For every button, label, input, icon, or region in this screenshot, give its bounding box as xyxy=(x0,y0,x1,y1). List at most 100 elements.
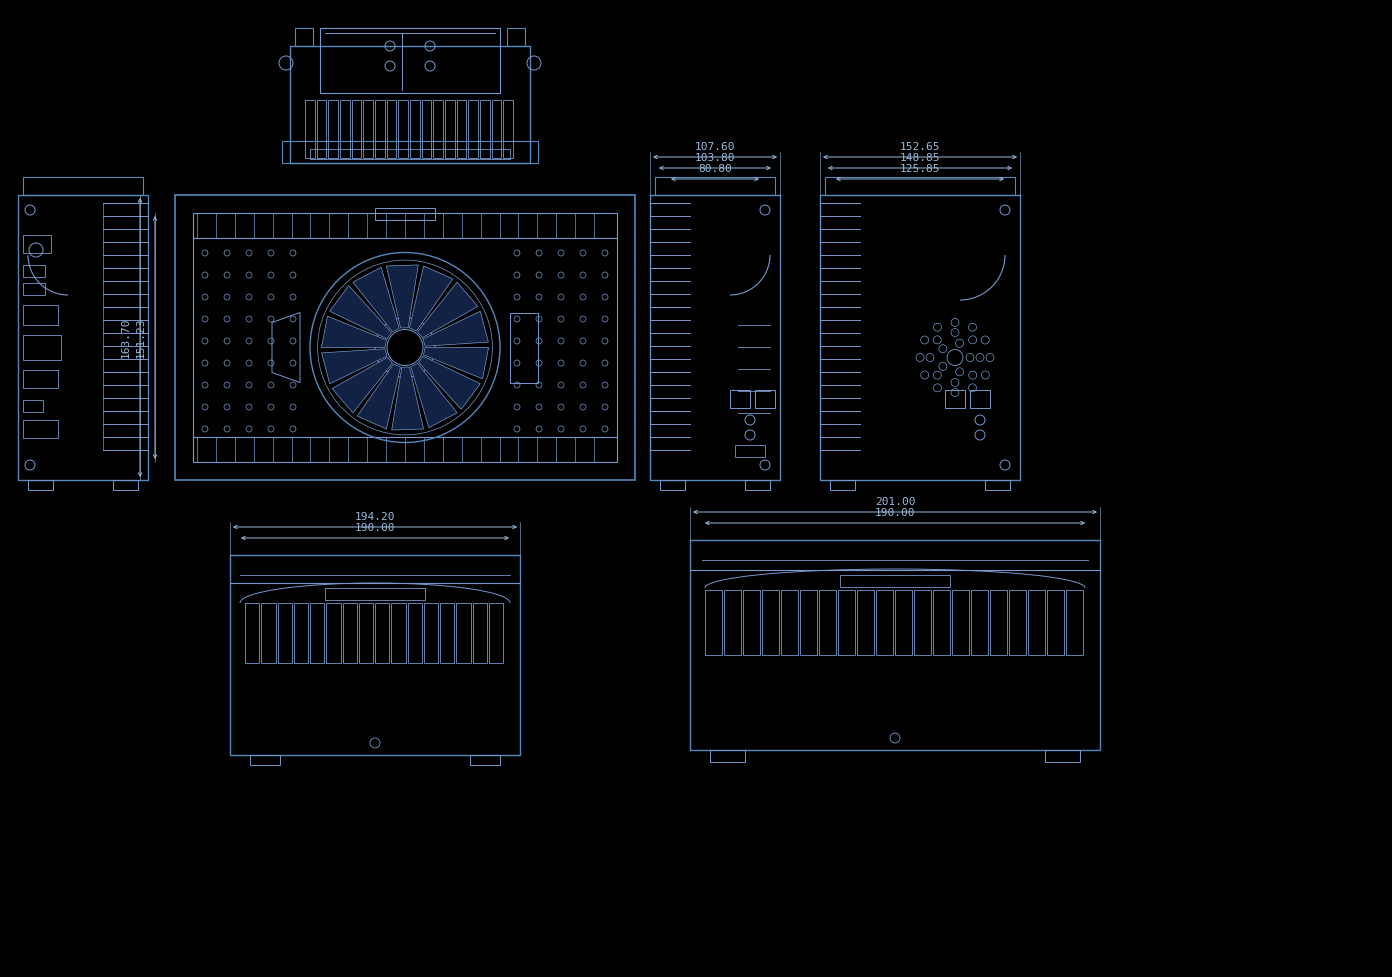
Bar xyxy=(24,265,45,277)
Bar xyxy=(18,195,148,480)
Bar xyxy=(986,480,1011,490)
Bar xyxy=(729,390,750,408)
Bar xyxy=(838,590,855,655)
Bar xyxy=(24,305,58,325)
Bar xyxy=(310,603,324,663)
Bar xyxy=(294,603,308,663)
Bar xyxy=(781,590,798,655)
Bar xyxy=(480,100,490,158)
Bar xyxy=(745,480,770,490)
Bar xyxy=(398,100,408,158)
Bar xyxy=(374,603,390,663)
Text: 107.60: 107.60 xyxy=(695,142,735,152)
Bar xyxy=(342,603,356,663)
Bar xyxy=(24,177,143,195)
Bar xyxy=(295,28,313,46)
Bar xyxy=(1066,590,1083,655)
Bar xyxy=(1029,590,1045,655)
Text: 163.70: 163.70 xyxy=(121,318,131,358)
Bar xyxy=(1045,750,1080,762)
Bar xyxy=(445,100,455,158)
Bar xyxy=(352,100,362,158)
Bar xyxy=(440,603,454,663)
Bar xyxy=(468,100,477,158)
Bar xyxy=(316,100,326,158)
Bar xyxy=(857,590,874,655)
Bar xyxy=(690,540,1100,750)
Bar xyxy=(113,480,138,490)
Bar xyxy=(504,100,514,158)
Bar xyxy=(470,755,500,765)
Bar xyxy=(945,390,965,408)
Bar xyxy=(283,141,537,163)
Text: 152.65: 152.65 xyxy=(899,142,940,152)
Bar xyxy=(374,100,384,158)
Bar xyxy=(915,590,931,655)
Bar xyxy=(660,480,685,490)
Bar xyxy=(24,235,52,253)
Bar xyxy=(24,400,43,412)
Polygon shape xyxy=(354,268,400,332)
Polygon shape xyxy=(322,317,387,348)
Text: 194.20: 194.20 xyxy=(355,512,395,522)
Polygon shape xyxy=(423,348,489,379)
Bar xyxy=(277,603,292,663)
Bar xyxy=(457,603,470,663)
Text: 125.85: 125.85 xyxy=(899,164,940,174)
Bar xyxy=(423,603,438,663)
Bar xyxy=(411,100,419,158)
Polygon shape xyxy=(322,349,387,384)
Bar xyxy=(262,603,276,663)
Polygon shape xyxy=(419,357,480,409)
Bar xyxy=(743,590,760,655)
Bar xyxy=(329,100,338,158)
Bar xyxy=(472,603,487,663)
Bar xyxy=(245,603,259,663)
Bar xyxy=(491,100,501,158)
Text: 201.00: 201.00 xyxy=(874,497,916,507)
Bar xyxy=(830,480,855,490)
Bar xyxy=(24,370,58,388)
Bar xyxy=(656,177,775,195)
Bar xyxy=(972,590,988,655)
Bar xyxy=(340,100,349,158)
Bar xyxy=(839,575,949,587)
Bar xyxy=(952,590,969,655)
Polygon shape xyxy=(330,285,391,339)
Text: 151.23: 151.23 xyxy=(136,318,146,358)
Polygon shape xyxy=(333,358,393,413)
Polygon shape xyxy=(423,312,489,346)
Bar xyxy=(324,588,425,600)
Bar xyxy=(735,445,766,457)
Text: 190.00: 190.00 xyxy=(874,508,916,518)
Bar xyxy=(310,149,509,159)
Bar xyxy=(193,213,617,462)
Polygon shape xyxy=(387,265,418,328)
Bar xyxy=(422,100,432,158)
Text: 190.00: 190.00 xyxy=(355,523,395,533)
Bar xyxy=(175,195,635,480)
Bar xyxy=(230,555,521,755)
Bar xyxy=(320,28,500,93)
Polygon shape xyxy=(411,363,457,428)
Bar xyxy=(24,283,45,295)
Bar xyxy=(754,390,775,408)
Bar xyxy=(1009,590,1026,655)
Bar xyxy=(24,335,61,360)
Bar xyxy=(704,590,722,655)
Bar xyxy=(433,100,443,158)
Bar xyxy=(326,603,341,663)
Bar xyxy=(290,46,530,163)
Bar xyxy=(457,100,466,158)
Bar xyxy=(761,590,780,655)
Bar xyxy=(933,590,949,655)
Bar xyxy=(990,590,1006,655)
Bar xyxy=(251,755,280,765)
Bar xyxy=(374,208,434,220)
Bar xyxy=(710,750,745,762)
Bar xyxy=(724,590,741,655)
Bar xyxy=(391,603,405,663)
Text: 103.80: 103.80 xyxy=(695,153,735,163)
Bar xyxy=(825,177,1015,195)
Bar xyxy=(650,195,780,480)
